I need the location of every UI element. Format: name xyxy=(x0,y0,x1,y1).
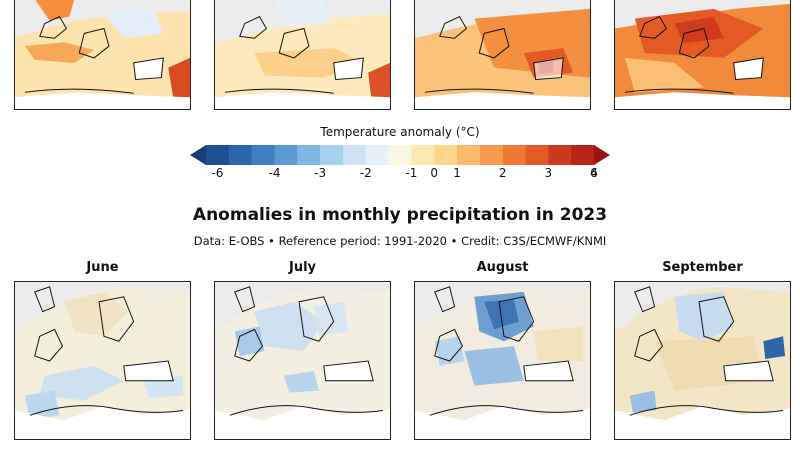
colorbar-segment xyxy=(502,145,527,165)
colorbar-extension-low xyxy=(190,145,206,165)
colorbar-segment xyxy=(388,145,412,165)
temperature-map-september xyxy=(614,0,791,110)
colorbar-tick-label: -6 xyxy=(211,166,224,180)
colorbar-tick-label: -3 xyxy=(314,166,327,180)
temperature-colorbar xyxy=(190,145,610,165)
colorbar-segment xyxy=(434,145,458,165)
colorbar-tick-label: 3 xyxy=(544,166,553,180)
precipitation-subtitle: Data: E-OBS • Reference period: 1991-202… xyxy=(193,234,607,248)
colorbar-tick-label: 6 xyxy=(590,166,598,180)
colorbar-segment xyxy=(297,145,321,165)
colorbar-title: Temperature anomaly (°C) xyxy=(320,125,480,139)
colorbar-tick-label: -2 xyxy=(359,166,372,180)
temperature-map-june xyxy=(14,0,191,110)
colorbar-segment xyxy=(457,145,481,165)
month-label-september: September xyxy=(662,260,743,275)
precipitation-map-september xyxy=(614,281,791,440)
colorbar-tick-label: 0 xyxy=(430,166,439,180)
month-label-july: July xyxy=(288,260,317,275)
colorbar-segment xyxy=(342,145,367,165)
precipitation-map-june xyxy=(14,281,191,440)
colorbar-extension-high xyxy=(594,145,610,165)
colorbar-tick-label: -4 xyxy=(268,166,281,180)
colorbar-tick-label: 2 xyxy=(498,166,507,180)
month-label-june: June xyxy=(86,260,119,275)
colorbar-segment xyxy=(548,145,572,165)
precipitation-map-august xyxy=(414,281,591,440)
colorbar-segment xyxy=(479,145,504,165)
colorbar-segment xyxy=(365,145,390,165)
colorbar-tick-label: -1 xyxy=(405,166,418,180)
month-label-august: August xyxy=(476,260,529,275)
temperature-map-august xyxy=(414,0,591,110)
colorbar-segment xyxy=(251,145,275,165)
colorbar-segment xyxy=(274,145,298,165)
colorbar-segment xyxy=(320,145,344,165)
colorbar-segment xyxy=(525,145,549,165)
precipitation-title: Anomalies in monthly precipitation in 20… xyxy=(192,205,608,225)
colorbar-segment xyxy=(206,145,230,165)
colorbar-tick-label: 4 xyxy=(590,166,598,180)
colorbar-segment xyxy=(228,145,253,165)
colorbar-segment xyxy=(571,145,595,165)
colorbar-segment xyxy=(411,145,435,165)
colorbar-tick-label: 1 xyxy=(453,166,461,180)
temperature-map-july xyxy=(214,0,391,110)
precipitation-map-july xyxy=(214,281,391,440)
